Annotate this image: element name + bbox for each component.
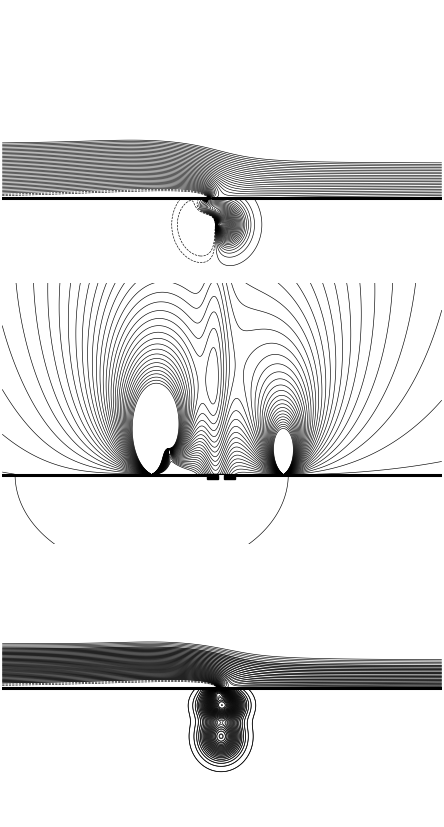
Polygon shape (206, 475, 218, 479)
Polygon shape (200, 198, 209, 203)
Polygon shape (224, 475, 235, 479)
Polygon shape (209, 688, 218, 691)
